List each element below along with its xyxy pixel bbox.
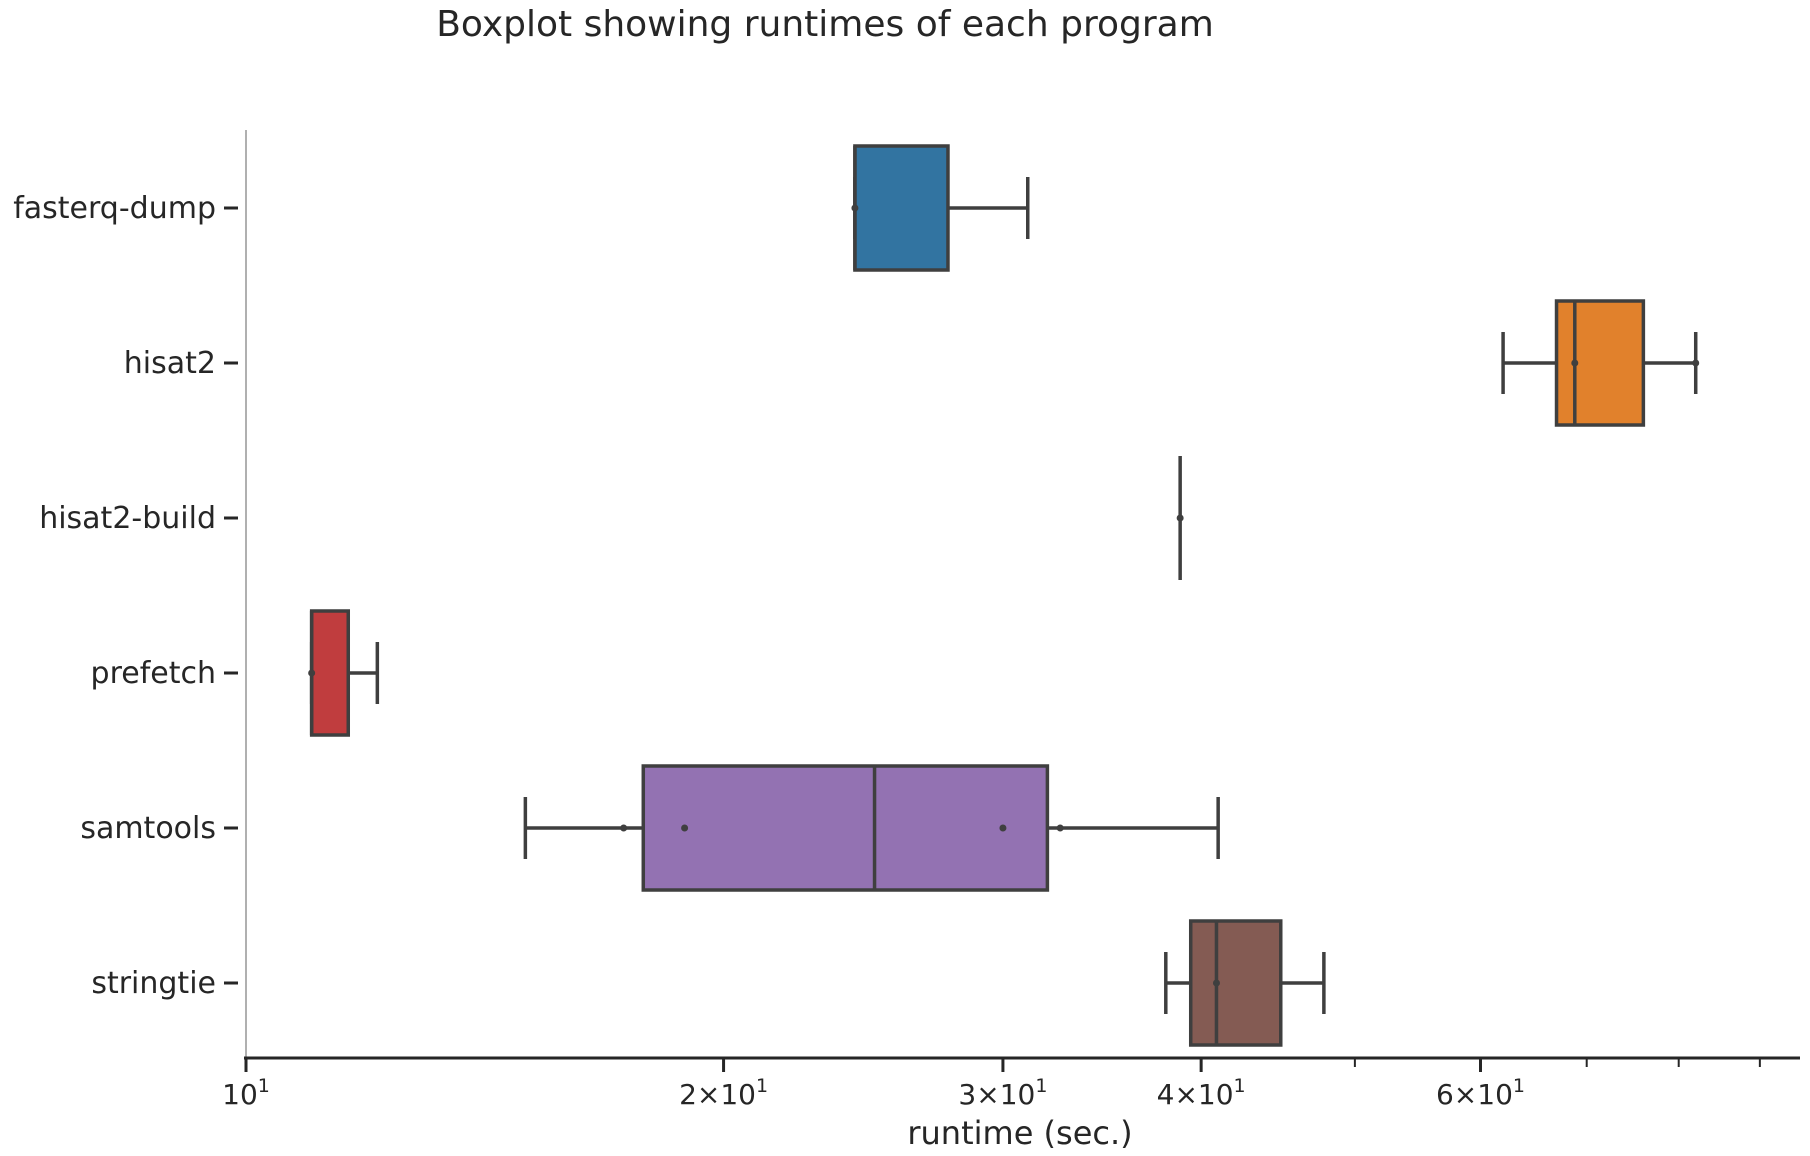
- y-tick-label: prefetch: [91, 656, 216, 691]
- box-samtools: [523, 764, 1220, 892]
- x-tick-label: 3×101: [958, 1075, 1047, 1111]
- x-tick-label: 6×101: [1436, 1075, 1525, 1111]
- iqr-box: [1188, 919, 1283, 1047]
- y-tick-label: hisat2: [124, 346, 216, 381]
- data-point: [681, 824, 689, 832]
- y-tick-label: fasterq-dump: [13, 191, 216, 226]
- x-axis-ticks: 101 2×101 3×101 4×101 6×101: [222, 1058, 1761, 1111]
- data-point: [1571, 359, 1579, 367]
- x-axis-label: runtime (sec.): [907, 1114, 1132, 1152]
- box-fasterq-dump: [851, 144, 1030, 272]
- x-tick-label: 101: [222, 1075, 270, 1111]
- plot-area: [308, 144, 1700, 1047]
- x-tick-label: 4×101: [1157, 1075, 1246, 1111]
- chart-title: Boxplot showing runtimes of each program: [436, 4, 1214, 45]
- iqr-box: [1554, 299, 1646, 427]
- data-point: [1692, 359, 1700, 367]
- x-tick-label: 2×101: [679, 1075, 768, 1111]
- data-point: [1056, 824, 1064, 832]
- y-tick-label: hisat2-build: [39, 501, 216, 536]
- box-hisat2-build: [1176, 456, 1184, 580]
- y-tick-label: stringtie: [91, 966, 216, 1001]
- y-axis-ticks: fasterq-dump hisat2 hisat2-build prefetch sa…: [13, 191, 238, 1001]
- y-tick-label: samtools: [80, 811, 216, 846]
- data-point: [1212, 979, 1220, 987]
- data-point: [1176, 514, 1184, 522]
- iqr-box: [853, 144, 950, 272]
- box-hisat2: [1501, 299, 1700, 427]
- box-stringtie: [1164, 919, 1326, 1047]
- data-point: [999, 824, 1007, 832]
- data-point: [620, 824, 628, 832]
- data-point: [851, 204, 859, 212]
- box-prefetch: [308, 609, 380, 737]
- data-point: [308, 669, 316, 677]
- iqr-box: [641, 764, 1050, 892]
- iqr-box: [309, 609, 351, 737]
